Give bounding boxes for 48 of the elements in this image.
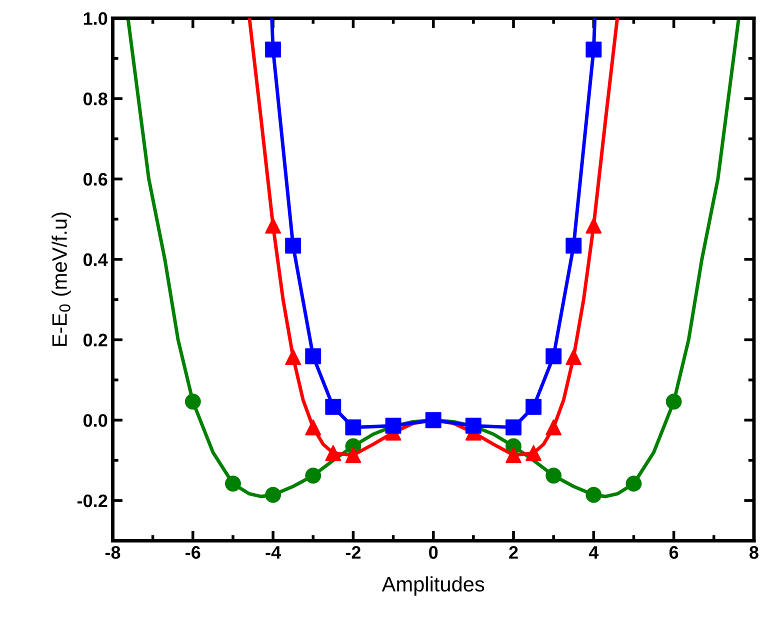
x-tick-label: -4 [266, 546, 281, 559]
point [526, 398, 542, 415]
point [506, 419, 522, 436]
point [666, 394, 682, 410]
y-tick-label: 0.8 [84, 92, 108, 106]
point [626, 476, 642, 492]
point [305, 468, 322, 484]
point [546, 348, 562, 364]
y-tick-label: 0.2 [84, 334, 108, 346]
y-tick-label: 0.6 [84, 172, 108, 186]
point [586, 486, 602, 503]
point [586, 218, 602, 234]
x-tick-label: -8 [105, 546, 120, 559]
point [285, 349, 302, 366]
point [305, 419, 322, 436]
x-tick-label: -2 [346, 546, 361, 559]
point [526, 445, 542, 462]
y-tick-label: 0.0 [84, 414, 108, 427]
point [345, 419, 362, 436]
y-tick-label: -0.2 [77, 494, 108, 508]
x-tick-label: 2 [509, 546, 518, 559]
point [465, 418, 482, 434]
x-tick-label: 0 [429, 546, 438, 559]
point [325, 398, 342, 415]
x-tick-label: 8 [750, 546, 758, 559]
point [265, 42, 282, 58]
point [184, 394, 201, 410]
point [506, 447, 522, 464]
point [385, 418, 402, 434]
x-tick-label: 4 [588, 546, 599, 559]
y-tick-label: 0.4 [84, 253, 108, 266]
x-tick-label: -6 [186, 546, 200, 559]
point [285, 238, 302, 254]
point [305, 348, 322, 364]
point [325, 445, 342, 462]
y-axis-title: E-E$_{0}$ (meV/f.u) [52, 212, 72, 346]
point [546, 468, 562, 484]
point [265, 486, 282, 503]
point [566, 238, 582, 254]
point [546, 419, 562, 436]
x-tick-label: 6 [669, 546, 678, 559]
point [225, 476, 241, 492]
point [586, 42, 602, 58]
point [265, 218, 282, 234]
point [345, 447, 362, 464]
point [566, 349, 582, 366]
x-axis-title: Amplitudes [382, 576, 484, 596]
y-tick-label: 1.0 [84, 12, 108, 25]
